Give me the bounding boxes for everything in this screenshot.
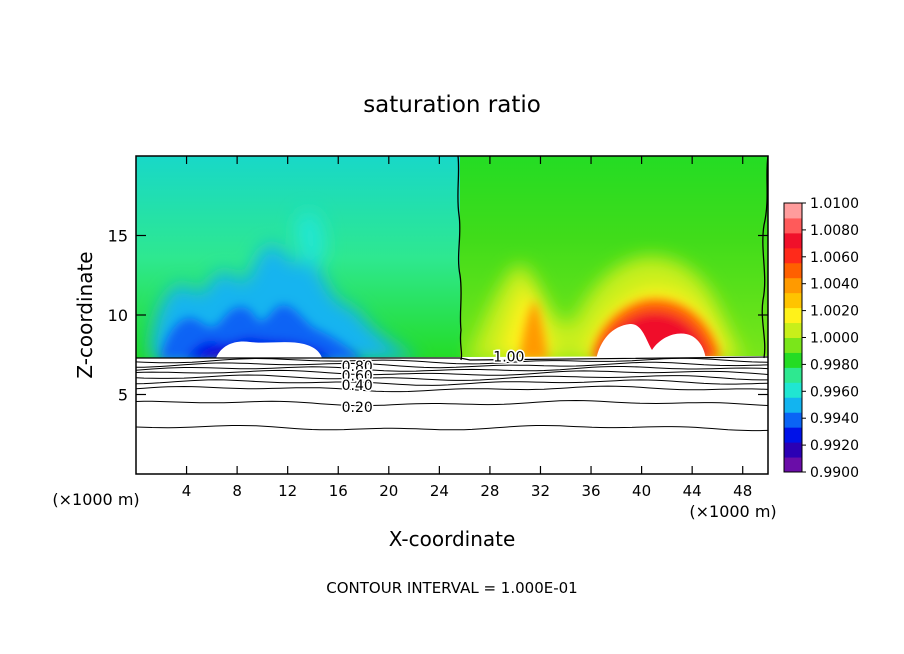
x-axis-label: X-coordinate (389, 527, 516, 551)
contour-label: 0.80 (342, 359, 373, 375)
colorbar-swatch (784, 217, 802, 234)
colorbar-label: 1.0040 (810, 277, 859, 293)
colorbar-swatch (784, 457, 802, 473)
contour-1.00-boundary (457, 155, 769, 361)
colorbar-swatch (784, 322, 802, 338)
colorbar-swatch (784, 352, 802, 368)
contour-interval-note: CONTOUR INTERVAL = 1.000E-01 (326, 579, 577, 597)
colorbar-swatch (784, 247, 802, 264)
colorbar-swatch (784, 397, 802, 413)
colorbar-label: 0.9900 (810, 465, 859, 481)
x-tick-label: 16 (329, 482, 348, 500)
y-tick-label: 5 (118, 386, 128, 405)
x-tick-label: 4 (182, 482, 192, 500)
colorbar-swatch (784, 427, 802, 443)
x-axis-ticks: 4 8 12 16 20 24 28 32 36 40 44 48 (182, 156, 752, 500)
colorbar-label: 0.9980 (810, 357, 859, 373)
x-unit-left: (×1000 m) (52, 490, 139, 509)
contour-labels: 1.00 0.800.600.40 0.20 (340, 348, 526, 418)
x-tick-label: 12 (278, 482, 297, 500)
colorbar: 1.0100 1.0080 1.0060 1.0040 1.0020 1.0000 0.99… (783, 196, 859, 481)
colorbar-swatch (784, 262, 802, 279)
colorbar-label: 0.9920 (810, 438, 859, 454)
colorbar-swatch (784, 232, 802, 249)
contour-label: 0.60 (342, 368, 373, 384)
x-unit-right: (×1000 m) (689, 502, 776, 521)
heatmap-field (136, 156, 768, 474)
y-tick-label: 15 (108, 227, 128, 246)
colorbar-swatch (784, 367, 802, 383)
colorbar-label: 1.0060 (810, 250, 859, 266)
x-tick-label: 28 (480, 482, 499, 500)
contour-line (136, 399, 768, 407)
x-tick-label: 36 (581, 482, 600, 500)
contour-line (136, 366, 768, 372)
colorbar-swatch (784, 203, 802, 219)
x-tick-label: 24 (430, 482, 449, 500)
contour-line (136, 425, 768, 432)
chart-title: saturation ratio (363, 92, 541, 118)
colorbar-swatch (784, 277, 802, 294)
contour-line (136, 374, 768, 381)
x-tick-label: 48 (733, 482, 752, 500)
contour-label: 0.40 (342, 378, 373, 394)
colorbar-label: 0.9940 (810, 411, 859, 427)
contour-line (136, 379, 768, 386)
colorbar-label: 0.9960 (810, 384, 859, 400)
colorbar-swatch (784, 382, 802, 398)
contour-line (136, 385, 768, 393)
colorbar-swatch (784, 292, 802, 309)
colorbar-swatch (784, 307, 802, 324)
contour-label: 1.00 (493, 349, 524, 365)
colorbar-label: 1.0020 (810, 304, 859, 320)
x-tick-label: 32 (531, 482, 550, 500)
colorbar-swatch (784, 442, 802, 458)
x-tick-label: 20 (379, 482, 398, 500)
colorbar-label: 1.0080 (810, 223, 859, 239)
contour-lines (136, 357, 768, 432)
cloud-base-line (136, 356, 769, 361)
y-tick-label: 10 (108, 306, 128, 325)
colorbar-swatch (784, 337, 802, 353)
x-tick-label: 40 (632, 482, 651, 500)
contour-line (136, 361, 768, 369)
x-tick-label: 8 (232, 482, 242, 500)
contour-label: 0.20 (342, 400, 373, 416)
y-axis-label: Z-coordinate (73, 251, 97, 378)
contour-line (136, 369, 768, 376)
contour-line (136, 357, 768, 365)
y-axis-ticks: 5 10 15 (108, 227, 768, 405)
colorbar-swatch (784, 412, 802, 428)
colorbar-label: 1.0000 (810, 331, 859, 347)
x-tick-label: 44 (683, 482, 702, 500)
colorbar-label: 1.0100 (810, 196, 859, 212)
